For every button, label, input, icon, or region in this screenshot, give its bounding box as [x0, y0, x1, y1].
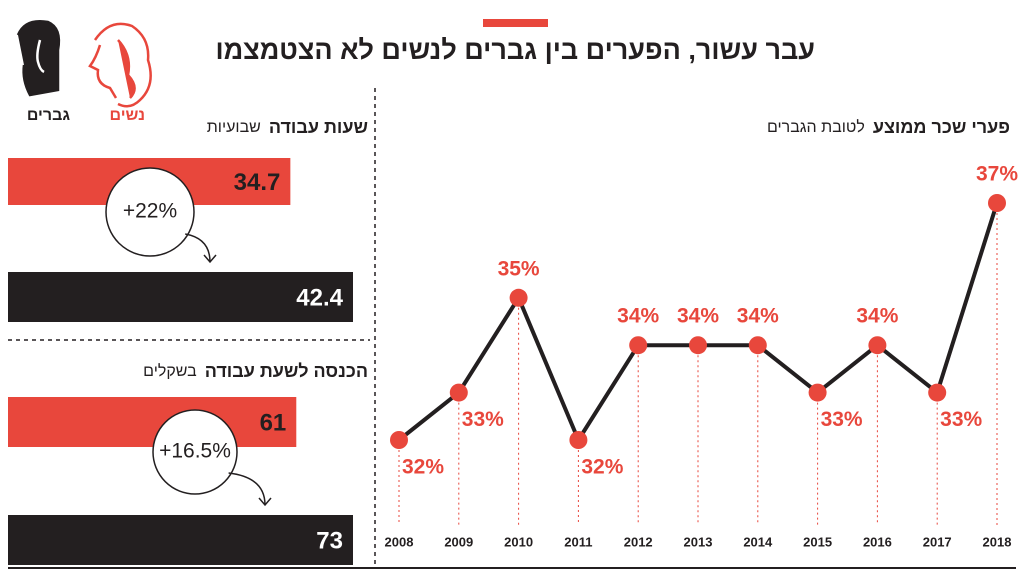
panel-subtitle: שבועיות [207, 119, 261, 136]
value-label: 37% [976, 163, 1018, 186]
woman-icon [88, 22, 152, 108]
value-label: 32% [581, 456, 623, 479]
x-tick-label: 2015 [803, 534, 832, 549]
legend-label: גברים [27, 107, 70, 124]
panel-subtitle: לטובת הגברים [767, 118, 865, 136]
x-tick-label: 2009 [444, 534, 473, 549]
value-label: 33% [821, 408, 863, 431]
marker [988, 194, 1006, 212]
marker [748, 336, 767, 355]
panel-title: שעות עבודה [269, 117, 368, 137]
x-tick-label: 2018 [983, 534, 1012, 549]
annotation-arrowhead [258, 497, 272, 507]
x-tick-label: 2008 [385, 534, 414, 549]
value-label: 35% [498, 257, 540, 280]
value-label: 34% [677, 305, 719, 328]
marker [509, 288, 528, 307]
value-label: 34% [856, 305, 898, 328]
marker [928, 383, 947, 402]
x-tick-label: 2017 [923, 534, 952, 549]
value-label: 33% [462, 408, 504, 431]
marker [868, 336, 887, 355]
x-tick-label: 2013 [684, 534, 713, 549]
man-icon [16, 20, 61, 97]
marker [689, 336, 707, 355]
marker [449, 383, 468, 402]
annotation-arrow [185, 233, 211, 263]
marker [390, 431, 408, 449]
bar [8, 515, 353, 565]
marker [629, 336, 648, 355]
x-tick-label: 2010 [504, 534, 533, 549]
bar [8, 272, 353, 322]
annotation-arrowhead [203, 254, 217, 264]
value-label: 34% [617, 305, 659, 328]
marker [569, 431, 588, 449]
panel-title: הכנסה לשעת עבודה [205, 361, 368, 381]
title-accent [483, 19, 548, 27]
panel-title: פערי שכר ממוצע [873, 117, 1010, 137]
annotation-circle [105, 167, 195, 257]
annotation-arrow [228, 472, 266, 506]
bar [8, 397, 297, 447]
panel-subtitle: בשקלים [143, 362, 197, 380]
annotation-circle [152, 409, 238, 495]
annotation: +22% [123, 200, 177, 223]
legend-label: נשים [110, 107, 146, 124]
x-tick-label: 2012 [624, 534, 653, 549]
value-label: 42.4 [296, 284, 343, 311]
value-label: 32% [402, 456, 444, 479]
x-tick-label: 2011 [564, 534, 592, 549]
value-label: 34% [737, 305, 779, 328]
page-title: עבר עשור, הפערים בין גברים לנשים לא הצטמ… [216, 35, 815, 65]
marker [808, 383, 827, 402]
value-label: 34.7 [234, 169, 281, 196]
x-tick-label: 2014 [743, 534, 773, 549]
value-label: 73 [316, 527, 343, 554]
x-tick-label: 2016 [863, 534, 892, 549]
value-label: 33% [940, 408, 982, 431]
value-label: 61 [260, 409, 287, 436]
annotation: +16.5% [159, 440, 231, 463]
